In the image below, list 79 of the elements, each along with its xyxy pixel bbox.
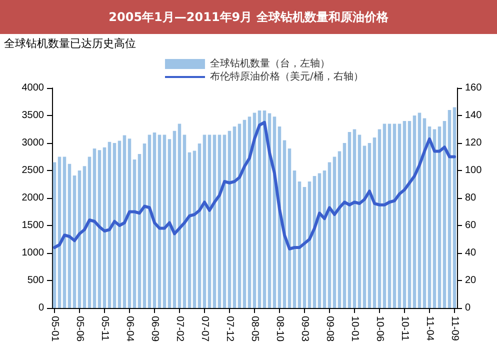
- y-tick-label: 0: [38, 302, 44, 314]
- bar: [178, 124, 182, 308]
- bar: [448, 110, 452, 308]
- bar: [138, 154, 142, 308]
- y-tick-label: 1500: [22, 220, 44, 231]
- y-tick-label: 2500: [22, 165, 44, 176]
- bar: [378, 129, 382, 308]
- bar: [102, 147, 106, 308]
- bar: [442, 121, 446, 308]
- x-tick-label: 11-09: [449, 316, 460, 342]
- y2-tick-label: 120: [465, 138, 482, 148]
- bar: [388, 124, 392, 308]
- x-tick-label: 09-08: [324, 316, 335, 342]
- x-tick-label: 07-07: [199, 316, 210, 342]
- bar: [352, 129, 356, 308]
- x-tick-label: 05-11: [99, 316, 110, 342]
- x-tick-label: 08-10: [274, 316, 285, 342]
- bar: [342, 143, 346, 308]
- y-tick-label: 2000: [22, 192, 44, 204]
- bar: [112, 143, 116, 308]
- x-tick-label: 07-02: [174, 316, 185, 342]
- bar: [128, 138, 132, 308]
- y-tick-label: 4000: [22, 82, 44, 94]
- bar: [348, 132, 352, 308]
- bar: [438, 126, 442, 308]
- legend-label: 全球钻机数量（台，左轴）: [210, 58, 330, 70]
- chart-subtitle: 全球钻机数量已达历史高位: [3, 36, 137, 52]
- x-tick-label: 10-01: [349, 316, 360, 342]
- x-tick-label: 11-04: [424, 316, 435, 342]
- bar: [108, 142, 112, 308]
- bar: [132, 160, 136, 308]
- bar: [232, 126, 236, 308]
- x-tick-label: 06-09: [149, 316, 160, 342]
- legend-label: 布伦特原油价格（美元/桶，右轴）: [210, 70, 364, 82]
- y2-tick-label: 60: [465, 220, 477, 231]
- bar: [198, 144, 202, 308]
- x-tick-label: 05-06: [74, 316, 85, 342]
- y2-tick-label: 20: [465, 275, 477, 286]
- bar: [382, 124, 386, 308]
- bar: [392, 124, 396, 308]
- x-tick-label: 07-12: [224, 316, 235, 342]
- bar: [98, 150, 102, 308]
- x-tick-label: 10-06: [374, 316, 385, 342]
- bar: [258, 110, 262, 308]
- bar: [118, 140, 122, 308]
- bar: [402, 121, 406, 308]
- y-tick-label: 500: [27, 275, 44, 286]
- bar: [408, 121, 412, 308]
- y2-tick-label: 140: [465, 110, 482, 121]
- bar: [298, 182, 302, 308]
- x-tick-label: 08-05: [249, 316, 260, 342]
- bar: [228, 130, 232, 308]
- line-series: [53, 120, 456, 250]
- bar: [398, 124, 402, 308]
- x-tick-label: 06-04: [124, 316, 135, 342]
- x-tick-label: 09-03: [299, 316, 310, 342]
- bar: [52, 162, 56, 308]
- y-tick-label: 3500: [22, 110, 44, 121]
- y2-tick-label: 40: [465, 248, 477, 258]
- x-tick-label: 10-11: [399, 316, 410, 342]
- bar: [192, 150, 196, 308]
- x-tick-label: 05-01: [49, 316, 60, 342]
- y2-tick-label: 0: [465, 302, 471, 314]
- y-tick-label: 1000: [22, 248, 44, 258]
- y-tick-label: 3000: [22, 138, 44, 148]
- bar: [68, 164, 72, 308]
- bar: [358, 134, 362, 308]
- bar: [182, 134, 186, 308]
- y2-tick-label: 160: [465, 82, 482, 94]
- bar: [292, 170, 296, 308]
- chart-title: 2005年1月—2011年9月 全球钻机数量和原油价格: [0, 0, 497, 34]
- bar: [158, 134, 162, 308]
- bar: [452, 107, 456, 308]
- bar: [142, 144, 146, 308]
- y2-tick-label: 80: [465, 192, 477, 204]
- bar: [188, 152, 192, 308]
- y2-tick-label: 100: [465, 165, 482, 176]
- bar: [92, 148, 96, 308]
- bar: [162, 134, 166, 308]
